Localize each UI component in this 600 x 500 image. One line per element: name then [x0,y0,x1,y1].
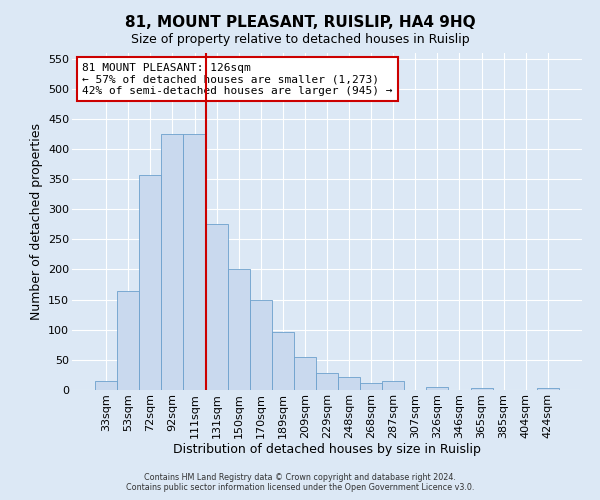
Bar [316,373,338,390]
Bar [427,387,448,390]
Bar [382,381,404,390]
Bar [206,224,227,390]
Bar [117,290,139,390]
Bar [338,376,360,390]
Text: 81, MOUNT PLEASANT, RUISLIP, HA4 9HQ: 81, MOUNT PLEASANT, RUISLIP, HA4 9HQ [125,15,475,30]
Bar [139,175,161,390]
Bar [250,300,272,390]
Bar [227,270,250,390]
Text: Size of property relative to detached houses in Ruislip: Size of property relative to detached ho… [131,32,469,46]
Bar [470,388,493,390]
Bar [184,134,206,390]
X-axis label: Distribution of detached houses by size in Ruislip: Distribution of detached houses by size … [173,444,481,456]
Text: 81 MOUNT PLEASANT: 126sqm
← 57% of detached houses are smaller (1,273)
42% of se: 81 MOUNT PLEASANT: 126sqm ← 57% of detac… [82,62,392,96]
Text: Contains HM Land Registry data © Crown copyright and database right 2024.
Contai: Contains HM Land Registry data © Crown c… [126,473,474,492]
Bar [294,357,316,390]
Bar [537,388,559,390]
Bar [95,381,117,390]
Bar [272,332,294,390]
Y-axis label: Number of detached properties: Number of detached properties [29,122,43,320]
Bar [360,383,382,390]
Bar [161,134,184,390]
